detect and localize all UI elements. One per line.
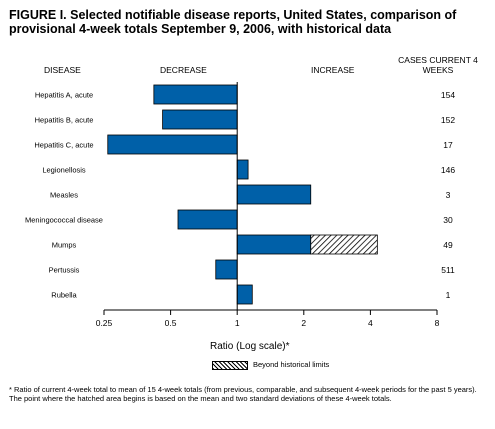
chart-title: FIGURE I. Selected notifiable disease re…	[9, 8, 457, 36]
category-label: Measles	[50, 191, 78, 200]
decrease-header: DECREASE	[160, 65, 207, 75]
bar	[236, 234, 312, 255]
bar	[236, 184, 312, 205]
bar	[236, 284, 253, 305]
category-label: Hepatitis C, acute	[34, 141, 93, 150]
case-count: 154	[441, 90, 455, 100]
category-label: Legionellosis	[42, 166, 86, 175]
x-tick-label: 8	[435, 318, 440, 328]
case-count: 146	[441, 165, 455, 175]
x-tick-label: 1	[235, 318, 240, 328]
disease-column-header: DISEASE	[44, 65, 81, 75]
bar	[162, 109, 238, 130]
case-count: 30	[443, 215, 453, 225]
increase-header: INCREASE	[311, 65, 355, 75]
bar	[236, 159, 249, 180]
x-tick-label: 0.25	[96, 318, 113, 328]
category-label: Meningococcal disease	[25, 216, 103, 225]
case-count: 1	[446, 290, 451, 300]
x-axis-label: Ratio (Log scale)*	[210, 341, 290, 352]
x-tick-label: 2	[301, 318, 306, 328]
x-tick-label: 0.5	[165, 318, 177, 328]
category-label: Hepatitis A, acute	[35, 91, 93, 100]
footnote: * Ratio of current 4-week total to mean …	[9, 385, 477, 403]
bar-beyond-limits	[310, 234, 378, 255]
case-count: 511	[441, 265, 455, 275]
bar	[107, 134, 238, 155]
case-count: 49	[443, 240, 453, 250]
plot-area: Hepatitis A, acute 154 Hepatitis B, acute 1…	[25, 82, 455, 328]
x-tick-label: 4	[368, 318, 373, 328]
legend-hatch-swatch	[212, 360, 248, 370]
case-count: 17	[443, 140, 453, 150]
bar	[153, 84, 238, 105]
bar	[177, 209, 238, 230]
cases-column-header: CASES CURRENT 4 WEEKS	[398, 55, 478, 75]
legend-label: Beyond historical limits	[253, 360, 330, 369]
category-label: Rubella	[51, 291, 77, 300]
bar	[215, 259, 238, 280]
category-label: Mumps	[52, 241, 77, 250]
case-count: 152	[441, 115, 455, 125]
case-count: 3	[446, 190, 451, 200]
category-label: Pertussis	[49, 266, 80, 275]
category-label: Hepatitis B, acute	[35, 116, 94, 125]
legend: Beyond historical limits	[212, 360, 329, 370]
